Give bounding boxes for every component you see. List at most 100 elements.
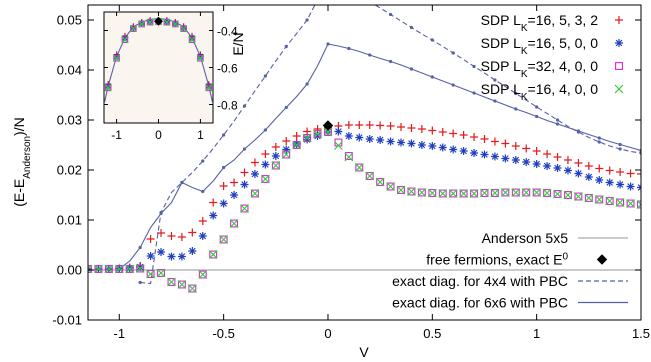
inset-series-3-point [112, 54, 121, 62]
series-3-point [250, 189, 260, 198]
legend-marker-2 [615, 62, 623, 70]
legend-label-5: free fermions, exact E0 [426, 251, 568, 268]
inset-series-2-point [180, 25, 187, 32]
y-tick-label: 0.05 [57, 13, 82, 28]
series-0-point [616, 168, 625, 176]
series-3-point [563, 190, 573, 200]
y-tick-label: 0.03 [57, 113, 82, 128]
series-2-point [240, 204, 249, 213]
series-1-point [209, 211, 218, 220]
series-2-point [125, 265, 134, 273]
series-7-line-point [180, 180, 184, 185]
series-2-point [209, 250, 218, 259]
series-7-line-point [368, 53, 372, 57]
series-0-point [595, 164, 604, 173]
inset-series [104, 16, 213, 105]
inset-series-1-point [104, 82, 112, 90]
series-6-line-point [514, 91, 518, 96]
series-1-point [532, 160, 541, 168]
series-7-line-point [514, 107, 518, 111]
series-2-point [522, 188, 531, 197]
series-3-point [167, 277, 176, 287]
series-1-point [157, 248, 166, 256]
series-7-line-point [576, 129, 580, 133]
series-0-point [459, 131, 468, 139]
inset-series-1-point [180, 24, 187, 31]
series-6-line-point [284, 44, 288, 49]
series-6-line-point [263, 74, 267, 78]
series-1-point [543, 162, 552, 170]
series-1-point [438, 143, 447, 152]
series-1-point [282, 145, 291, 154]
series-1-point [563, 166, 572, 175]
series-0-point [250, 158, 259, 167]
series-2-point [115, 265, 124, 273]
series-1-point [376, 136, 385, 144]
series-0-point [417, 125, 426, 133]
inset-series-2-point [146, 18, 154, 26]
series-1-point [125, 264, 134, 272]
series-1-point [626, 182, 635, 191]
series-3-point [271, 161, 281, 170]
series-3-point [490, 188, 500, 198]
series-3-point [156, 268, 166, 278]
series-6-line-point [451, 51, 455, 55]
series-7-line-point [138, 245, 142, 250]
series-2-point [626, 199, 635, 208]
x-tick-label: 0 [324, 326, 331, 341]
series-3-point [500, 188, 510, 197]
series-2-point [303, 134, 312, 142]
series-2-point [167, 278, 176, 286]
series-3-point [229, 219, 239, 228]
series-3-point [187, 284, 197, 293]
series-2-point [470, 189, 479, 198]
inset-series-2-point [197, 54, 204, 62]
series-0-point [428, 126, 437, 135]
series-0-point [449, 129, 458, 138]
series-2-point [397, 186, 405, 194]
series-2-point [532, 188, 541, 197]
series-2-point [480, 189, 489, 197]
series-3-point [573, 192, 583, 201]
series-2-point [376, 178, 385, 186]
legend-label-6: exact diag. for 4x4 with PBC [392, 273, 568, 289]
series-1-point [313, 132, 322, 140]
series-3-point [521, 188, 531, 197]
series-1-point [177, 252, 186, 261]
series-0-point [188, 228, 197, 237]
series-1-point [261, 160, 270, 169]
series-6-line-point [555, 118, 560, 122]
series-2-point [616, 198, 625, 207]
x-tick-label: -1 [114, 326, 126, 341]
series-6-line-point [618, 147, 622, 151]
series-1-point [407, 139, 416, 148]
inset-series-2-point [163, 18, 171, 26]
series-0-point [344, 121, 353, 129]
series-1-point [334, 127, 343, 136]
x-tick-label: -0.5 [212, 326, 234, 341]
inset-x-tick-label: 1 [197, 128, 204, 142]
series-1-point [459, 147, 468, 155]
series-0-point [198, 217, 207, 225]
x-axis-label: V [359, 344, 369, 360]
inset-series-4-point [153, 16, 164, 26]
series-2-point [490, 189, 499, 197]
inset-series-3-point [138, 20, 146, 28]
y-tick-label: -0.01 [52, 313, 82, 328]
series-0-point [574, 159, 583, 167]
series-2-point [605, 197, 614, 205]
inset-frame [103, 11, 214, 124]
series-6-line-point [597, 140, 601, 144]
series-3-point [553, 189, 562, 199]
series-1-point [303, 135, 312, 144]
series-2-point [282, 150, 291, 159]
series-2-point [553, 190, 562, 198]
series-3-point [219, 235, 229, 244]
series-3-point [292, 140, 302, 150]
series-3-point [594, 195, 604, 204]
series-3-point [302, 133, 312, 143]
series-3-point [469, 189, 479, 198]
series-7-line-point [159, 211, 163, 216]
series-0-point [271, 143, 280, 151]
